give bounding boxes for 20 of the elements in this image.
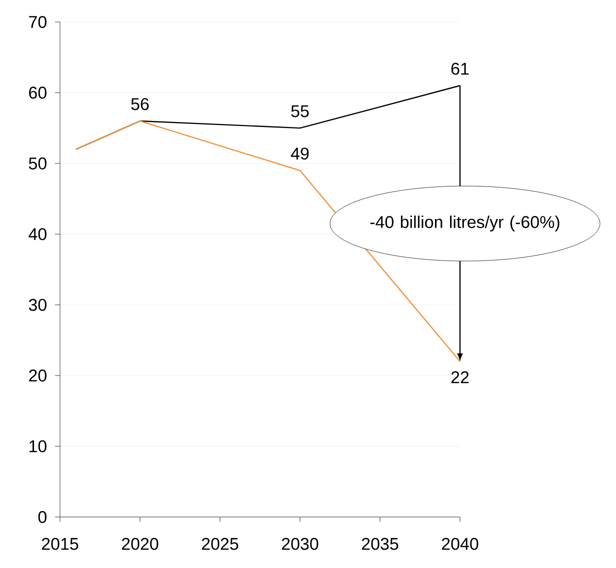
y-tick-label: 10: [30, 440, 46, 452]
y-tick-label: 30: [28, 298, 46, 311]
data-label: 49: [290, 148, 309, 160]
x-tick-label: 2035: [362, 538, 398, 550]
x-tick-label: 2025: [202, 538, 238, 550]
y-tick-label: 0: [38, 510, 46, 524]
x-tick-label: 2015: [42, 538, 78, 550]
annotation: -40 billion litres/yr (-60%): [370, 216, 560, 232]
data-label: 56: [131, 98, 149, 110]
x-tick-label: 2020: [122, 538, 158, 550]
y-tick-label: 20: [29, 370, 46, 382]
y-tick-label: 40: [28, 228, 46, 240]
data-label: 55: [291, 105, 309, 118]
data-label: 61: [451, 62, 469, 75]
x-tick-label: 2040: [442, 538, 478, 550]
y-tick-label: 60: [29, 86, 46, 99]
data-label: 22: [451, 371, 469, 384]
y-tick-label: 50: [28, 157, 46, 170]
x-tick-label: 2030: [282, 538, 318, 550]
y-tick-label: 70: [29, 16, 46, 28]
